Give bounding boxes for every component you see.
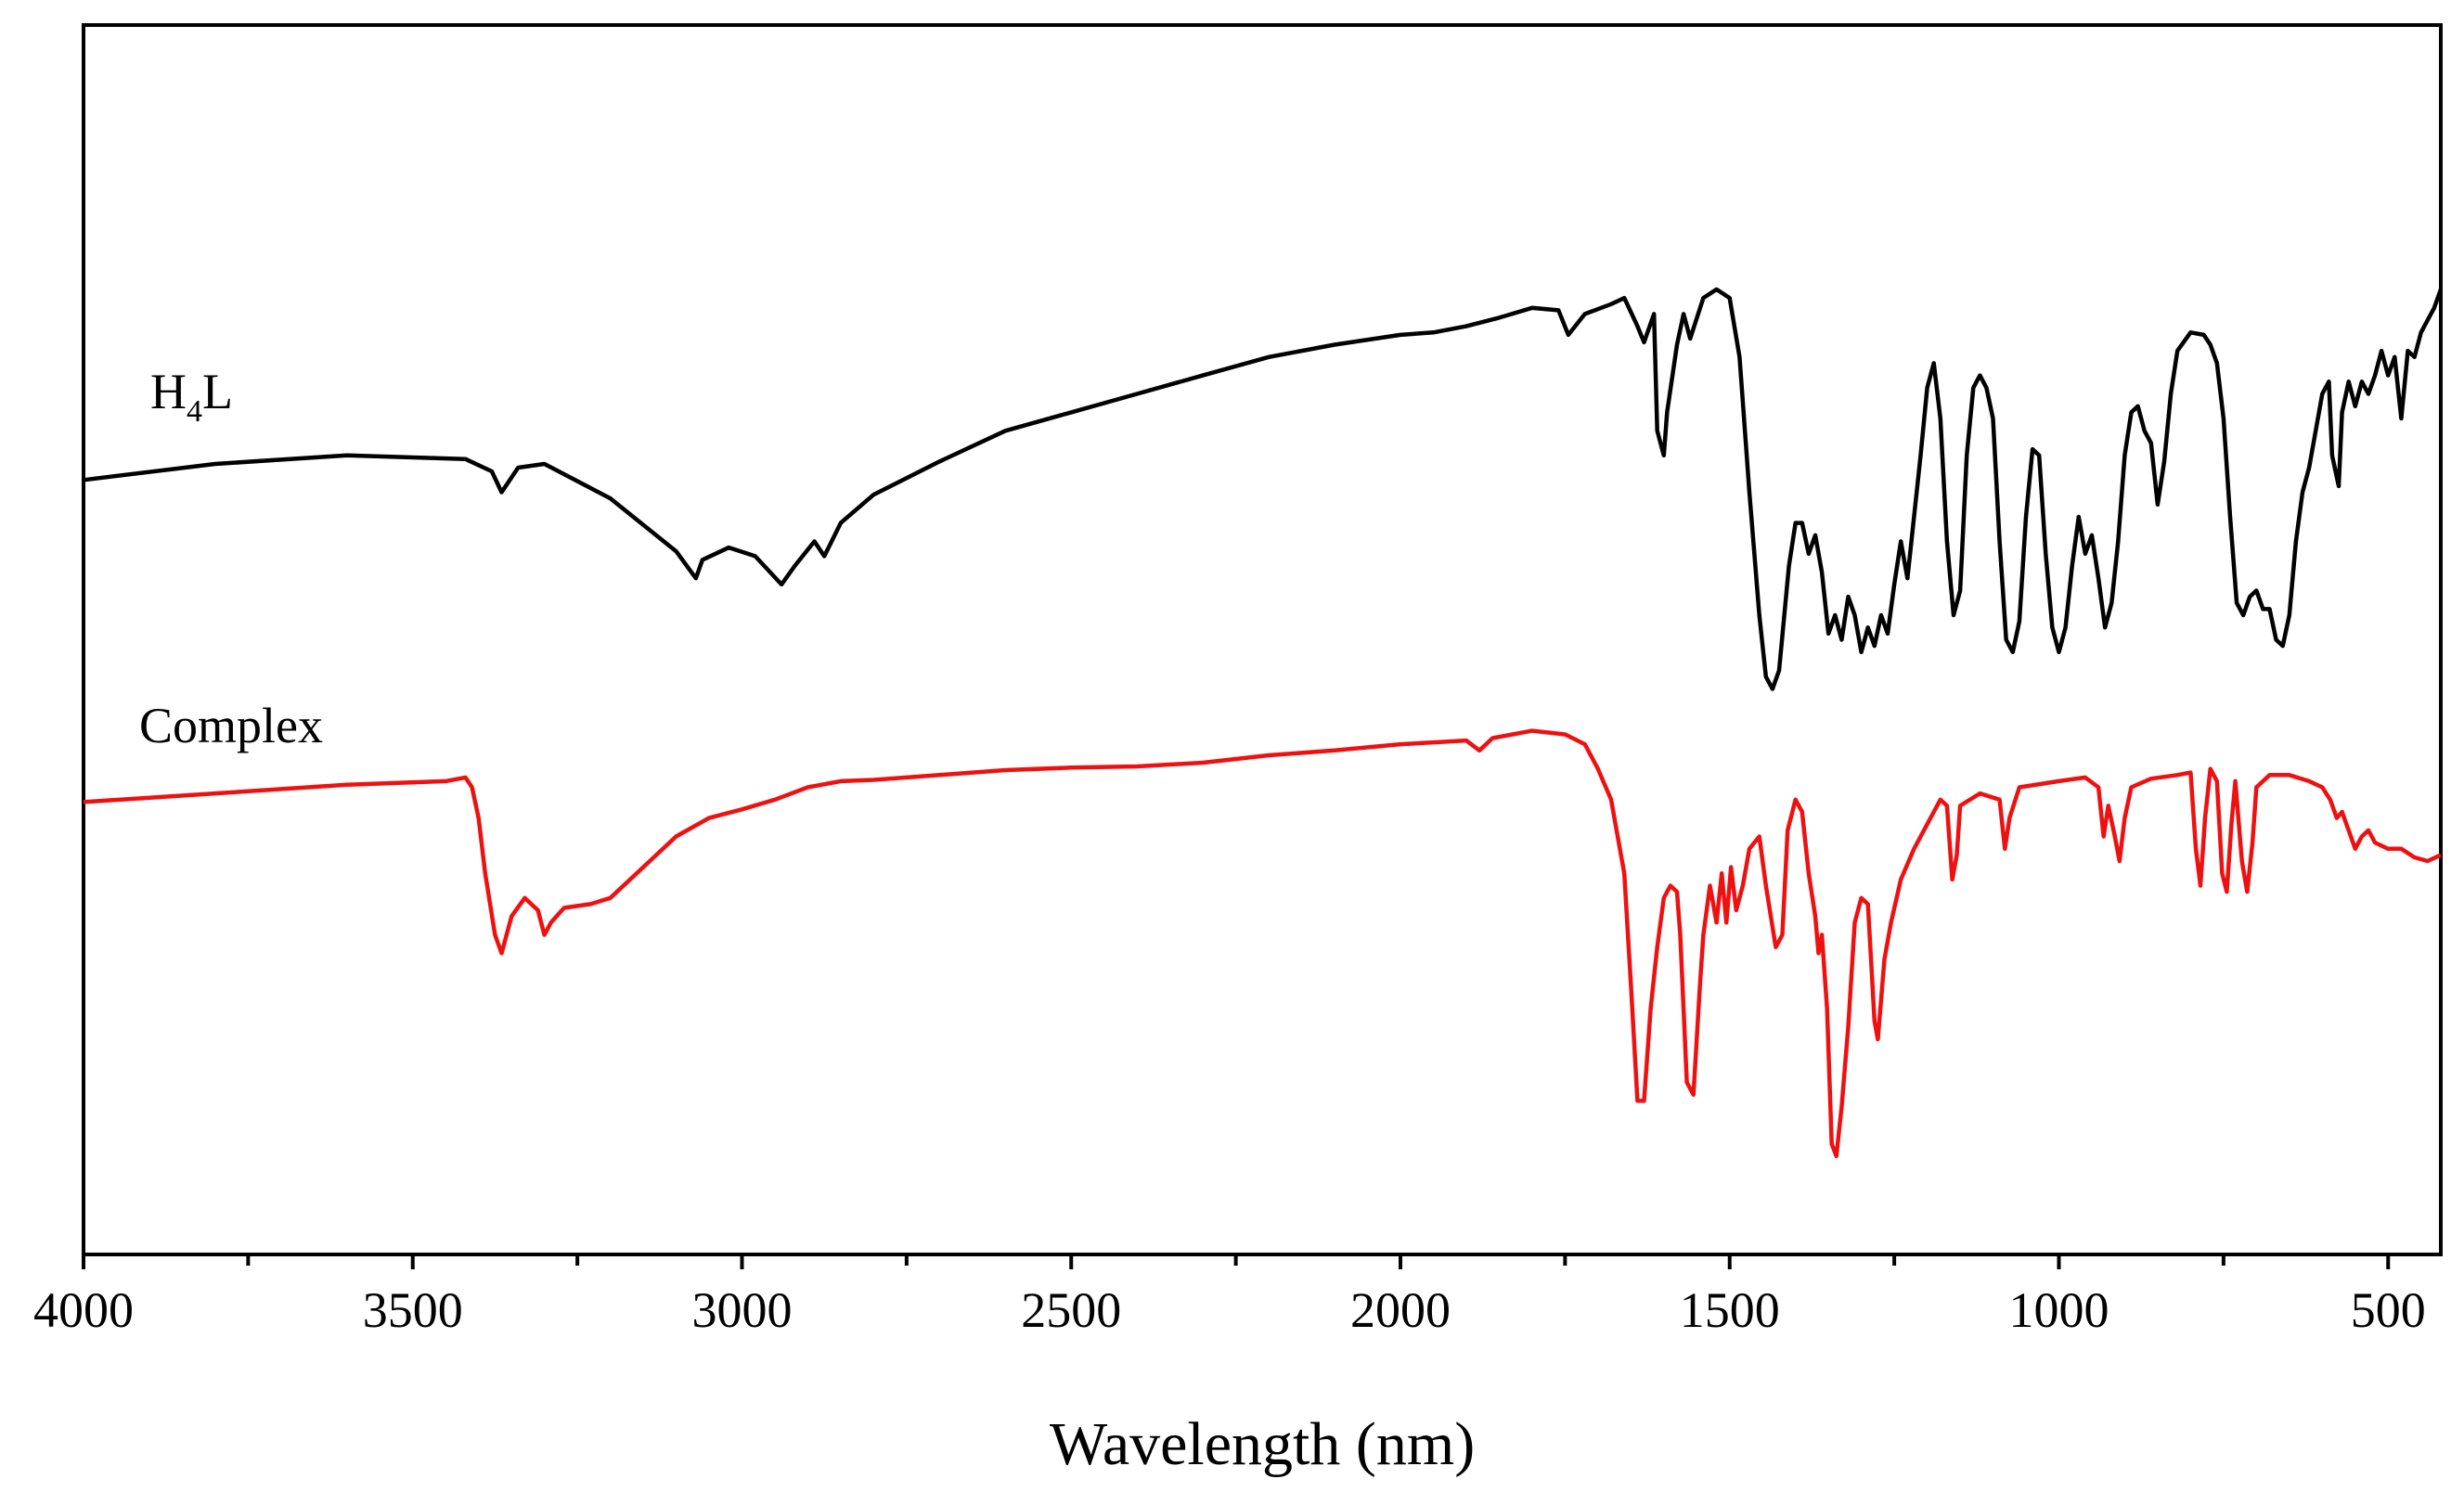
x-axis-ticks [82,1254,2391,1269]
series-label-h4l-sub: 4 [187,394,202,429]
series-label-h4l: H4L [150,364,233,429]
series-line-complex [83,728,2442,1159]
series-label-h4l-main: H [150,364,187,419]
x-tick-label: 1500 [1680,1282,1780,1338]
x-tick-label: 3000 [691,1282,792,1338]
x-tick-label: 4000 [33,1282,134,1338]
x-axis-title: Wavelength (nm) [1050,1410,1475,1478]
x-tick-label: 2000 [1350,1282,1451,1338]
x-axis-tick-labels: 4000 3500 3000 2500 2000 1500 1000 500 [33,1282,2426,1338]
x-tick-label: 2500 [1021,1282,1121,1338]
plot-frame [82,23,2443,1256]
series-line-h4l [83,287,2444,691]
series-label-h4l-end: L [202,364,233,419]
series-lines [83,287,2444,1159]
x-tick-label: 1000 [2008,1282,2109,1338]
x-tick-label: 500 [2351,1282,2426,1338]
x-tick-label: 3500 [363,1282,463,1338]
series-label-complex: Complex [139,698,323,753]
